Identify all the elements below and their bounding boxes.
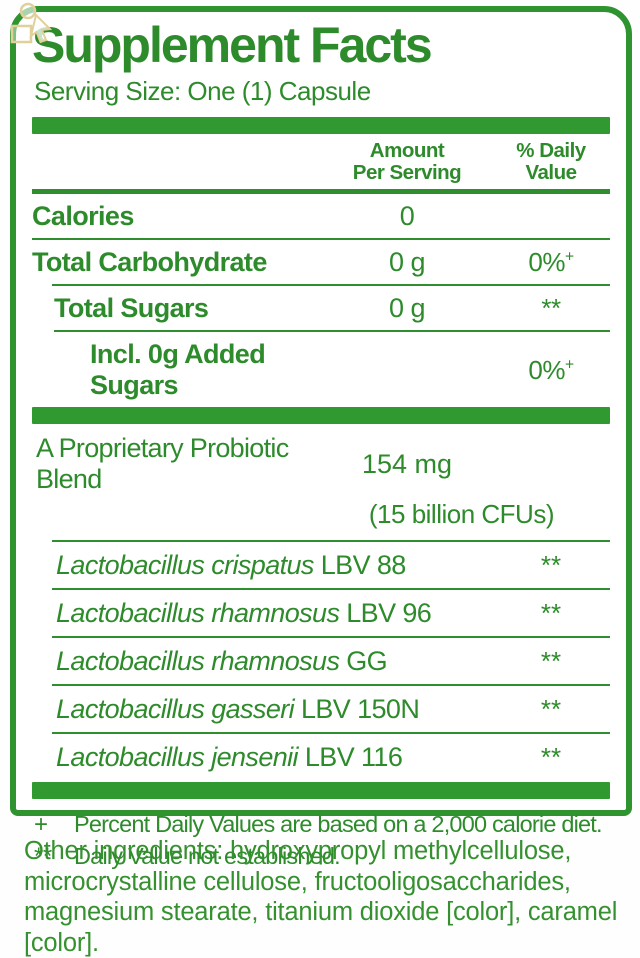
table-row-added-sugars: Incl. 0g Added Sugars 0%+ (32, 332, 610, 407)
cursor-overlay-icon (10, 2, 53, 44)
serving-size: Serving Size: One (1) Capsule (34, 76, 371, 106)
footnote-daily-values: + Percent Daily Values are based on a 2,… (32, 811, 610, 839)
row-label: Incl. 0g Added Sugars (90, 339, 266, 401)
footnotes: + Percent Daily Values are based on a 2,… (32, 811, 610, 871)
column-header-amount: Amount Per Serving (322, 139, 492, 185)
amount-header-line2: Per Serving (352, 161, 462, 185)
separator-header (32, 189, 610, 195)
blend-amount-cfus: (15 billion CFUs) (368, 499, 555, 530)
strain-latin-name: Lactobacillus jensenii (56, 742, 299, 773)
row-amount: 0 g (388, 293, 426, 324)
table-row-total-carbohydrate: Total Carbohydrate 0 g 0%+ (32, 240, 610, 284)
footnote-text: Percent Daily Values are based on a 2,00… (74, 811, 603, 838)
strain-code: LBV 116 (297, 742, 403, 773)
strain-name: Lactobacillus jensenii LBV 116 (32, 742, 492, 773)
separator (52, 684, 610, 687)
panel-title: Supplement Facts (32, 17, 433, 73)
strain-name: Lactobacillus crispatus LBV 88 (32, 550, 492, 581)
row-daily-value: 0%+ (492, 355, 610, 386)
dv-superscript: + (564, 248, 574, 266)
strain-daily-value: ** (540, 694, 562, 725)
strain-daily-value: ** (540, 550, 562, 581)
dv-text: 0% (528, 247, 565, 278)
strain-daily-value: ** (540, 742, 562, 773)
strain-name: Lactobacillus gasseri LBV 150N (32, 694, 492, 725)
blend-name: A Proprietary Probiotic Blend (36, 433, 289, 495)
footnote-text: Daily Value not established. (74, 843, 341, 870)
dv-text: 0% (528, 354, 565, 385)
column-header-daily-value: % Daily Value (492, 139, 610, 185)
row-label: Calories (32, 201, 134, 232)
strain-code: GG (339, 646, 388, 677)
strain-latin-name: Lactobacillus rhamnosus (56, 598, 340, 629)
divider-bar-blend (32, 407, 610, 425)
separator (52, 636, 610, 639)
footnote-symbol: + (34, 811, 48, 839)
dv-header-line1: % Daily (516, 139, 586, 162)
strain-latin-name: Lactobacillus rhamnosus (56, 646, 340, 677)
table-row-probiotic-blend: A Proprietary Probiotic Blend 154 mg (32, 424, 610, 495)
column-headers: Amount Per Serving % Daily Value (32, 139, 610, 185)
row-label: Total Carbohydrate (32, 247, 267, 278)
separator (52, 540, 610, 543)
supplement-facts-panel: Supplement Facts Serving Size: One (1) C… (10, 6, 632, 870)
separator (54, 330, 610, 333)
separator (52, 588, 610, 591)
table-row-total-sugars: Total Sugars 0 g ** (32, 286, 610, 330)
row-label: Total Sugars (54, 293, 209, 324)
separator (52, 732, 610, 735)
strain-code: LBV 96 (339, 598, 432, 629)
strain-daily-value: ** (540, 646, 562, 677)
separator (32, 238, 610, 241)
table-row-strain: Lactobacillus rhamnosus LBV 96 ** (32, 590, 610, 636)
table-row-strain: Lactobacillus crispatus LBV 88 ** (32, 542, 610, 588)
table-row-calories: Calories 0 (32, 194, 610, 238)
table-row-strain: Lactobacillus gasseri LBV 150N ** (32, 686, 610, 732)
table-row-strain: Lactobacillus jensenii LBV 116 ** (32, 734, 610, 780)
dv-header-line2: Value (525, 161, 577, 185)
divider-bar-top (32, 117, 610, 134)
strain-daily-value: ** (540, 598, 562, 629)
strain-latin-name: Lactobacillus crispatus (56, 550, 314, 581)
row-daily-value: ** (492, 293, 610, 324)
row-amount: 0 (399, 201, 415, 232)
strain-latin-name: Lactobacillus gasseri (56, 694, 295, 725)
dv-superscript: + (564, 356, 574, 374)
blend-amount: 154 mg (361, 448, 453, 479)
separator (52, 284, 610, 287)
strain-name: Lactobacillus rhamnosus GG (32, 646, 492, 677)
other-ingredients-text: Other ingredients: hydroxypropyl methylc… (24, 837, 618, 957)
footnote-dv-not-established: ** Daily Value not established. (32, 843, 610, 871)
row-daily-value: 0%+ (492, 247, 610, 278)
table-row-strain: Lactobacillus rhamnosus GG ** (32, 638, 610, 684)
row-amount: 0 g (388, 247, 426, 278)
footnote-symbol: ** (34, 843, 52, 871)
strain-code: LBV 88 (313, 550, 407, 581)
strain-name: Lactobacillus rhamnosus LBV 96 (32, 598, 492, 629)
amount-header-line1: Amount (369, 139, 445, 162)
divider-bar-bottom (32, 782, 610, 800)
dv-text: ** (541, 293, 561, 324)
strain-code: LBV 150N (294, 694, 420, 725)
